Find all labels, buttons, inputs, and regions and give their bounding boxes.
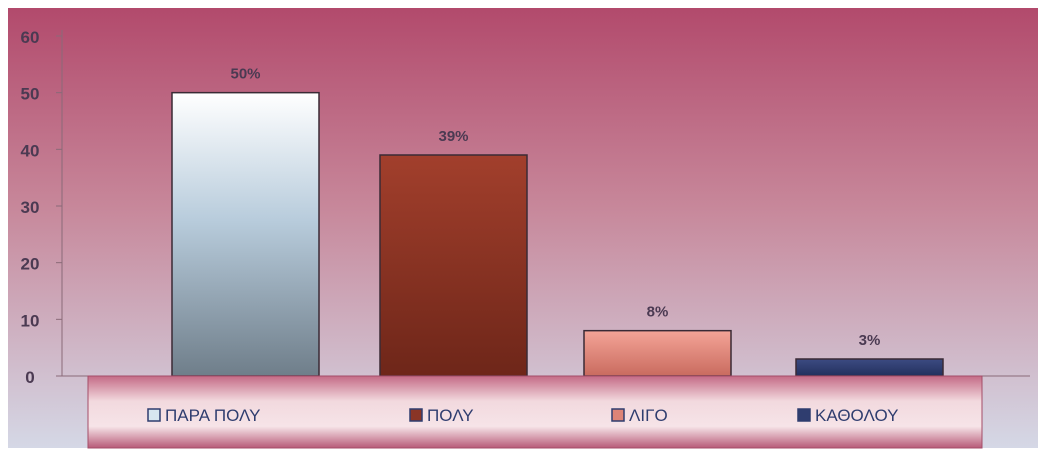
legend-swatch [611,408,625,422]
y-tick-label: 0 [25,368,34,387]
bar-1 [171,91,320,377]
legend-label: ΠΟΛΥ [427,406,474,425]
legend-label: ΠΑΡΑ ΠΟΛΥ [165,406,260,425]
y-tick-label: 50 [21,85,40,104]
bar-3 [583,329,732,377]
y-tick-label: 40 [21,141,40,160]
data-labels-group: 50% 39% 8% 3% [230,66,880,349]
data-label: 39% [438,128,468,145]
legend-swatch [409,408,423,422]
y-tick-label: 20 [21,255,40,274]
legend-swatch [147,408,161,422]
y-tick-label: 10 [21,311,40,330]
legend-panel [87,375,983,449]
bar-2 [379,154,528,377]
data-label: 3% [859,332,881,349]
legend-label: ΛΙΓΟ [629,406,668,425]
legend: ΠΑΡΑ ΠΟΛΥ ΠΟΛΥ ΛΙΓΟ ΚΑΘΟΛΟΥ [147,406,898,425]
legend-swatch [797,408,811,422]
legend-label: ΚΑΘΟΛΟΥ [815,406,898,425]
y-tick-label: 60 [21,28,40,47]
y-axis-ticks: 0 10 20 30 40 50 60 [21,28,62,387]
data-label: 50% [230,66,260,83]
y-tick-label: 30 [21,198,40,217]
bars-group [171,91,944,377]
data-label: 8% [647,304,669,321]
bar-4 [795,358,944,377]
